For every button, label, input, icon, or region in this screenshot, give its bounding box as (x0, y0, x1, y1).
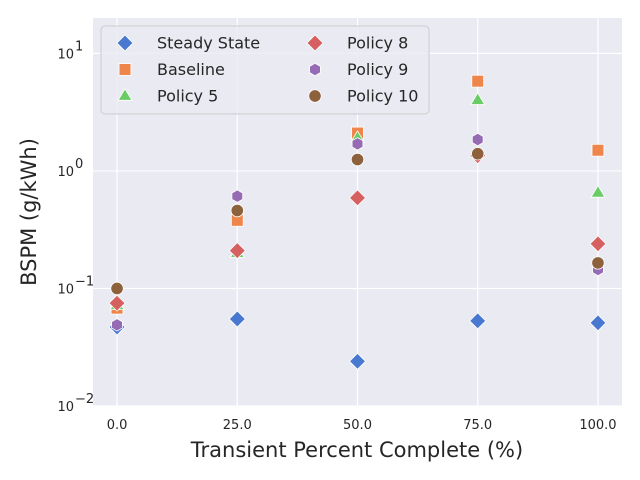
policy-10-point (350, 152, 365, 167)
policy-9-point (471, 132, 484, 147)
legend-marker-baseline (118, 63, 132, 76)
legend-box (100, 25, 430, 115)
policy-9-point (111, 318, 123, 332)
policy-10-point (230, 203, 244, 218)
baseline-point (591, 143, 605, 157)
legend-label-policy-8: Policy 8 (347, 34, 408, 53)
y-tick-label: 10 (57, 282, 74, 297)
steady-state-point (348, 352, 367, 370)
legend-label-baseline: Baseline (157, 60, 225, 79)
y-axis-label: BSPM (g/kWh) (17, 138, 41, 286)
legend-marker-policy-9 (309, 62, 321, 77)
policy-8-point (589, 235, 607, 253)
y-tick-exponent: 0 (75, 157, 83, 172)
legend-label-policy-5: Policy 5 (157, 87, 218, 106)
policy-5-point (590, 184, 606, 198)
data-markers (108, 74, 607, 370)
x-tick-label: 100.0 (579, 418, 616, 433)
policy-10-point (591, 256, 605, 270)
y-tick-exponent: −2 (75, 392, 94, 407)
policy-8-point (348, 189, 367, 207)
policy-8-point (228, 242, 246, 260)
y-tick-exponent: 1 (75, 39, 83, 54)
y-tick-label: 10 (57, 400, 74, 415)
policy-9-point (351, 137, 364, 151)
legend-marker-policy-8 (306, 34, 324, 52)
steady-state-point (469, 312, 487, 330)
legend-marker-policy-5 (117, 88, 133, 101)
legend: Steady State Baseline Policy 5 Policy 8 Poli… (100, 25, 430, 115)
policy-10-point (471, 147, 485, 161)
legend-label-policy-9: Policy 9 (347, 60, 408, 79)
policy-9-point (231, 189, 244, 203)
steady-state-point (589, 314, 607, 332)
steady-state-point (228, 310, 246, 328)
policy-10-point (110, 281, 124, 296)
x-tick-label: 75.0 (463, 418, 492, 433)
policy-5-point (470, 92, 486, 105)
x-tick-labels: 0.0 25.0 50.0 75.0 100.0 (107, 418, 617, 433)
baseline-point (471, 74, 485, 88)
policy-8-point (108, 294, 126, 312)
legend-label-policy-10: Policy 10 (347, 87, 418, 106)
y-tick-label: 10 (57, 165, 74, 180)
legend-label-steady-state: Steady State (157, 34, 260, 53)
x-axis-label: Transient Percent Complete (%) (190, 438, 523, 462)
x-tick-label: 25.0 (223, 418, 252, 433)
y-tick-label: 10 (57, 47, 74, 62)
x-tick-label: 50.0 (343, 418, 372, 433)
x-tick-label: 0.0 (107, 418, 128, 433)
y-tick-exponent: −1 (75, 274, 94, 289)
legend-marker-steady-state (116, 34, 134, 52)
legend-marker-policy-10 (308, 89, 322, 103)
